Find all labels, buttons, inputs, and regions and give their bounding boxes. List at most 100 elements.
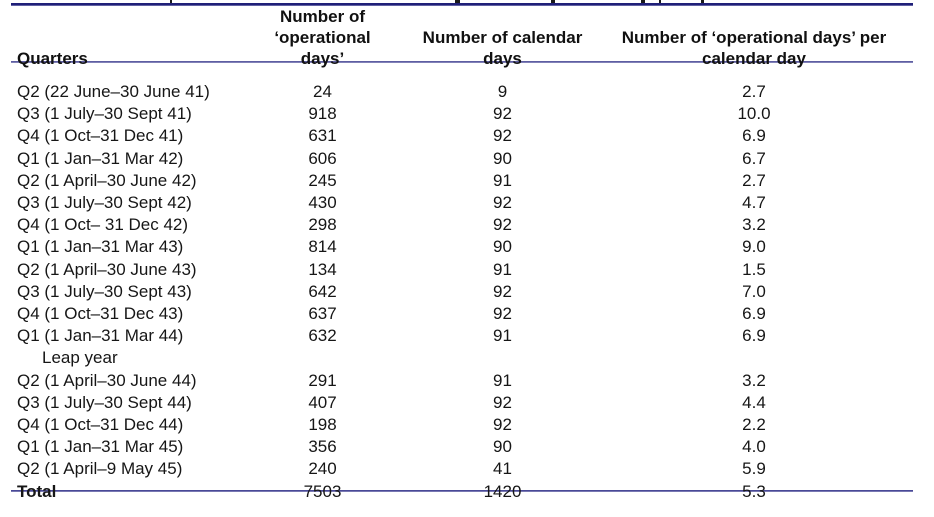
calendar-days-cell: 91 xyxy=(493,370,512,390)
calendar-days-cell: 92 xyxy=(493,126,512,146)
operational-days-cell: 430 xyxy=(308,193,337,213)
column-header-line: calendar day xyxy=(702,49,806,68)
column-header-line: Number of ‘operational days’ per xyxy=(621,28,887,47)
table-row: Q2 (1 April–9 May 45) 240 41 5.9 xyxy=(11,458,913,480)
table-row: Q3 (1 July–30 Sept 42) 430 92 4.7 xyxy=(11,192,913,214)
per-day-cell: 10.0 xyxy=(737,104,771,124)
per-day-cell: 4.7 xyxy=(742,193,766,213)
cutoff-caption-fragment xyxy=(641,0,645,3)
quarter-cell: Q2 (22 June–30 June 41) xyxy=(17,82,210,101)
calendar-days-cell: 92 xyxy=(493,304,512,324)
quarter-cell: Q3 (1 July–30 Sept 43) xyxy=(17,281,192,301)
per-day-cell: 3.2 xyxy=(742,370,766,390)
cutoff-caption-fragment xyxy=(551,0,555,3)
per-day-cell: 5.9 xyxy=(742,459,766,479)
table-header: Quarters Number of ‘operational days’ Numbe… xyxy=(11,6,913,74)
operational-days-cell: 7503 xyxy=(303,481,342,501)
table-row-total: Total 7503 1420 5.3 xyxy=(11,481,913,503)
calendar-days-cell: 92 xyxy=(493,104,512,124)
operational-days-cell: 918 xyxy=(308,104,337,124)
per-day-cell: 1.5 xyxy=(742,259,766,279)
per-day-cell: 6.9 xyxy=(742,326,766,346)
per-day-cell: 6.7 xyxy=(742,148,766,168)
table-row: Q4 (1 Oct–31 Dec 41) 631 92 6.9 xyxy=(11,125,913,147)
calendar-days-cell: 91 xyxy=(493,170,512,190)
quarter-cell: Q4 (1 Oct–31 Dec 41) xyxy=(17,126,184,146)
operational-days-cell: 240 xyxy=(308,459,337,479)
table-row: Q4 (1 Oct–31 Dec 44) 198 92 2.2 xyxy=(11,414,913,436)
quarter-cell: Q1 (1 Jan–31 Mar 42) xyxy=(17,148,184,168)
operational-days-cell: 637 xyxy=(308,304,337,324)
operational-days-cell xyxy=(235,347,410,369)
quarter-cell: Q4 (1 Oct–31 Dec 43) xyxy=(17,304,184,324)
calendar-days-cell: 1420 xyxy=(483,481,522,501)
column-header-operational-days: Number of ‘operational days’ xyxy=(235,6,410,74)
column-header-line: days xyxy=(483,49,522,68)
per-day-cell: 9.0 xyxy=(742,237,766,257)
quarter-cell: Q4 (1 Oct– 31 Dec 42) xyxy=(17,215,189,235)
column-header-line: Quarters xyxy=(17,49,88,68)
calendar-days-cell: 92 xyxy=(493,215,512,235)
operational-days-cell: 642 xyxy=(308,281,337,301)
quarter-cell: Q1 (1 Jan–31 Mar 43) xyxy=(17,237,184,257)
quarter-cell: Leap year xyxy=(42,348,118,368)
per-day-cell: 6.9 xyxy=(742,304,766,324)
table-row-section: Leap year xyxy=(11,347,913,369)
operational-days-cell: 245 xyxy=(308,170,337,190)
per-day-cell: 5.3 xyxy=(742,481,766,501)
operational-days-cell: 134 xyxy=(308,259,337,279)
column-header-line: days’ xyxy=(300,49,345,68)
calendar-days-cell: 92 xyxy=(493,193,512,213)
per-day-cell: 7.0 xyxy=(742,281,766,301)
calendar-days-cell: 90 xyxy=(493,437,512,457)
per-day-cell: 2.2 xyxy=(742,415,766,435)
table-row: Q3 (1 July–30 Sept 44) 407 92 4.4 xyxy=(11,392,913,414)
quarter-cell: Total xyxy=(17,481,57,501)
per-day-cell: 3.2 xyxy=(742,215,766,235)
calendar-days-cell: 92 xyxy=(493,415,512,435)
calendar-days-cell: 92 xyxy=(493,281,512,301)
table-row: Q3 (1 July–30 Sept 43) 642 92 7.0 xyxy=(11,281,913,303)
operational-days-cell: 407 xyxy=(308,392,337,412)
quarter-cell: Q3 (1 July–30 Sept 44) xyxy=(17,392,192,412)
column-header-line: Number of calendar xyxy=(422,28,583,47)
operational-days-table: Quarters Number of ‘operational days’ Numbe… xyxy=(11,6,913,503)
table-row: Q1 (1 Jan–31 Mar 45) 356 90 4.0 xyxy=(11,436,913,458)
calendar-days-cell: 91 xyxy=(493,259,512,279)
cutoff-caption-fragment xyxy=(659,0,661,3)
operational-days-cell: 24 xyxy=(313,82,332,101)
cutoff-caption-fragment xyxy=(170,0,172,3)
table-row: Q3 (1 July–30 Sept 41) 918 92 10.0 xyxy=(11,103,913,125)
operational-days-cell: 198 xyxy=(308,415,337,435)
quarter-cell: Q2 (1 April–30 June 42) xyxy=(17,170,197,190)
table-row: Q1 (1 Jan–31 Mar 43) 814 90 9.0 xyxy=(11,236,913,258)
table-body: Q2 (22 June–30 June 41) 24 9 2.7 Q3 (1 July–… xyxy=(11,74,913,503)
table-row: Q2 (1 April–30 June 43) 134 91 1.5 xyxy=(11,259,913,281)
table-row: Q2 (22 June–30 June 41) 24 9 2.7 xyxy=(11,74,913,103)
quarter-cell: Q2 (1 April–30 June 43) xyxy=(17,259,197,279)
table-bottom-rule xyxy=(11,490,913,492)
calendar-days-cell xyxy=(410,347,595,369)
calendar-days-cell: 91 xyxy=(493,326,512,346)
table-top-rule xyxy=(11,3,913,6)
quarter-cell: Q1 (1 Jan–31 Mar 45) xyxy=(17,437,184,457)
cutoff-caption-fragment xyxy=(455,0,460,3)
table-header-row: Quarters Number of ‘operational days’ Numbe… xyxy=(11,6,913,74)
table-row: Q2 (1 April–30 June 44) 291 91 3.2 xyxy=(11,370,913,392)
table-row: Q1 (1 Jan–31 Mar 44) 632 91 6.9 xyxy=(11,325,913,347)
column-header-per-calendar-day: Number of ‘operational days’ per calendar… xyxy=(595,6,913,74)
quarter-cell: Q3 (1 July–30 Sept 41) xyxy=(17,104,192,124)
quarter-cell: Q2 (1 April–9 May 45) xyxy=(17,459,183,479)
table-row: Q1 (1 Jan–31 Mar 42) 606 90 6.7 xyxy=(11,148,913,170)
operational-days-cell: 291 xyxy=(308,370,337,390)
column-header-calendar-days: Number of calendar days xyxy=(410,6,595,74)
per-day-cell: 2.7 xyxy=(742,170,766,190)
column-header-line: Number of ‘operational xyxy=(274,7,371,47)
column-header-quarters: Quarters xyxy=(11,6,235,74)
calendar-days-cell: 90 xyxy=(493,237,512,257)
per-day-cell xyxy=(595,347,913,369)
calendar-days-cell: 90 xyxy=(493,148,512,168)
per-day-cell: 4.4 xyxy=(742,392,766,412)
operational-days-cell: 814 xyxy=(308,237,337,257)
